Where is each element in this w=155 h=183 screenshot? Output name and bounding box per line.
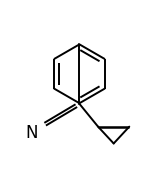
Text: N: N <box>26 124 38 142</box>
